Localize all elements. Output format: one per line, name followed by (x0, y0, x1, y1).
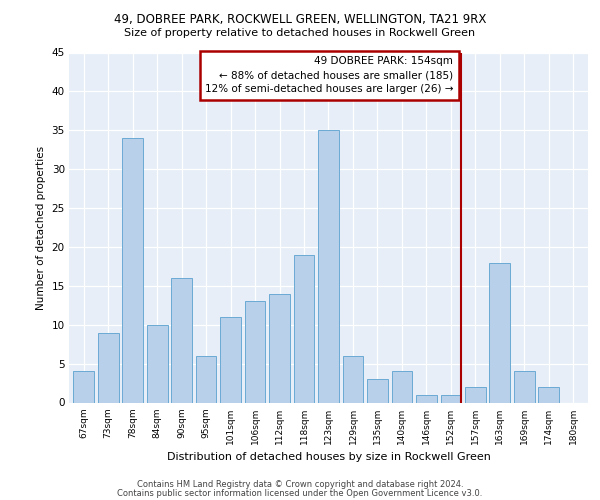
Text: Size of property relative to detached houses in Rockwell Green: Size of property relative to detached ho… (124, 28, 476, 38)
Bar (416, 394, 437, 402)
Bar (98, 332, 119, 402)
Bar (392, 372, 412, 402)
Bar (465, 387, 486, 402)
Bar (367, 379, 388, 402)
Bar (196, 356, 217, 403)
Text: 49, DOBREE PARK, ROCKWELL GREEN, WELLINGTON, TA21 9RX: 49, DOBREE PARK, ROCKWELL GREEN, WELLING… (114, 12, 486, 26)
Bar (440, 394, 461, 402)
Y-axis label: Number of detached properties: Number of detached properties (36, 146, 46, 310)
Text: Contains public sector information licensed under the Open Government Licence v3: Contains public sector information licen… (118, 489, 482, 498)
Bar (343, 356, 364, 403)
Bar (514, 372, 535, 402)
Bar (269, 294, 290, 403)
Bar (490, 262, 510, 402)
Bar (73, 372, 94, 402)
Text: Contains HM Land Registry data © Crown copyright and database right 2024.: Contains HM Land Registry data © Crown c… (137, 480, 463, 489)
Bar (245, 302, 265, 402)
Bar (171, 278, 192, 402)
Bar (220, 317, 241, 402)
Bar (122, 138, 143, 402)
Bar (147, 324, 167, 402)
Bar (538, 387, 559, 402)
Bar (293, 254, 314, 402)
Bar (318, 130, 339, 402)
X-axis label: Distribution of detached houses by size in Rockwell Green: Distribution of detached houses by size … (167, 452, 490, 462)
Text: 49 DOBREE PARK: 154sqm
← 88% of detached houses are smaller (185)
12% of semi-de: 49 DOBREE PARK: 154sqm ← 88% of detached… (205, 56, 454, 94)
